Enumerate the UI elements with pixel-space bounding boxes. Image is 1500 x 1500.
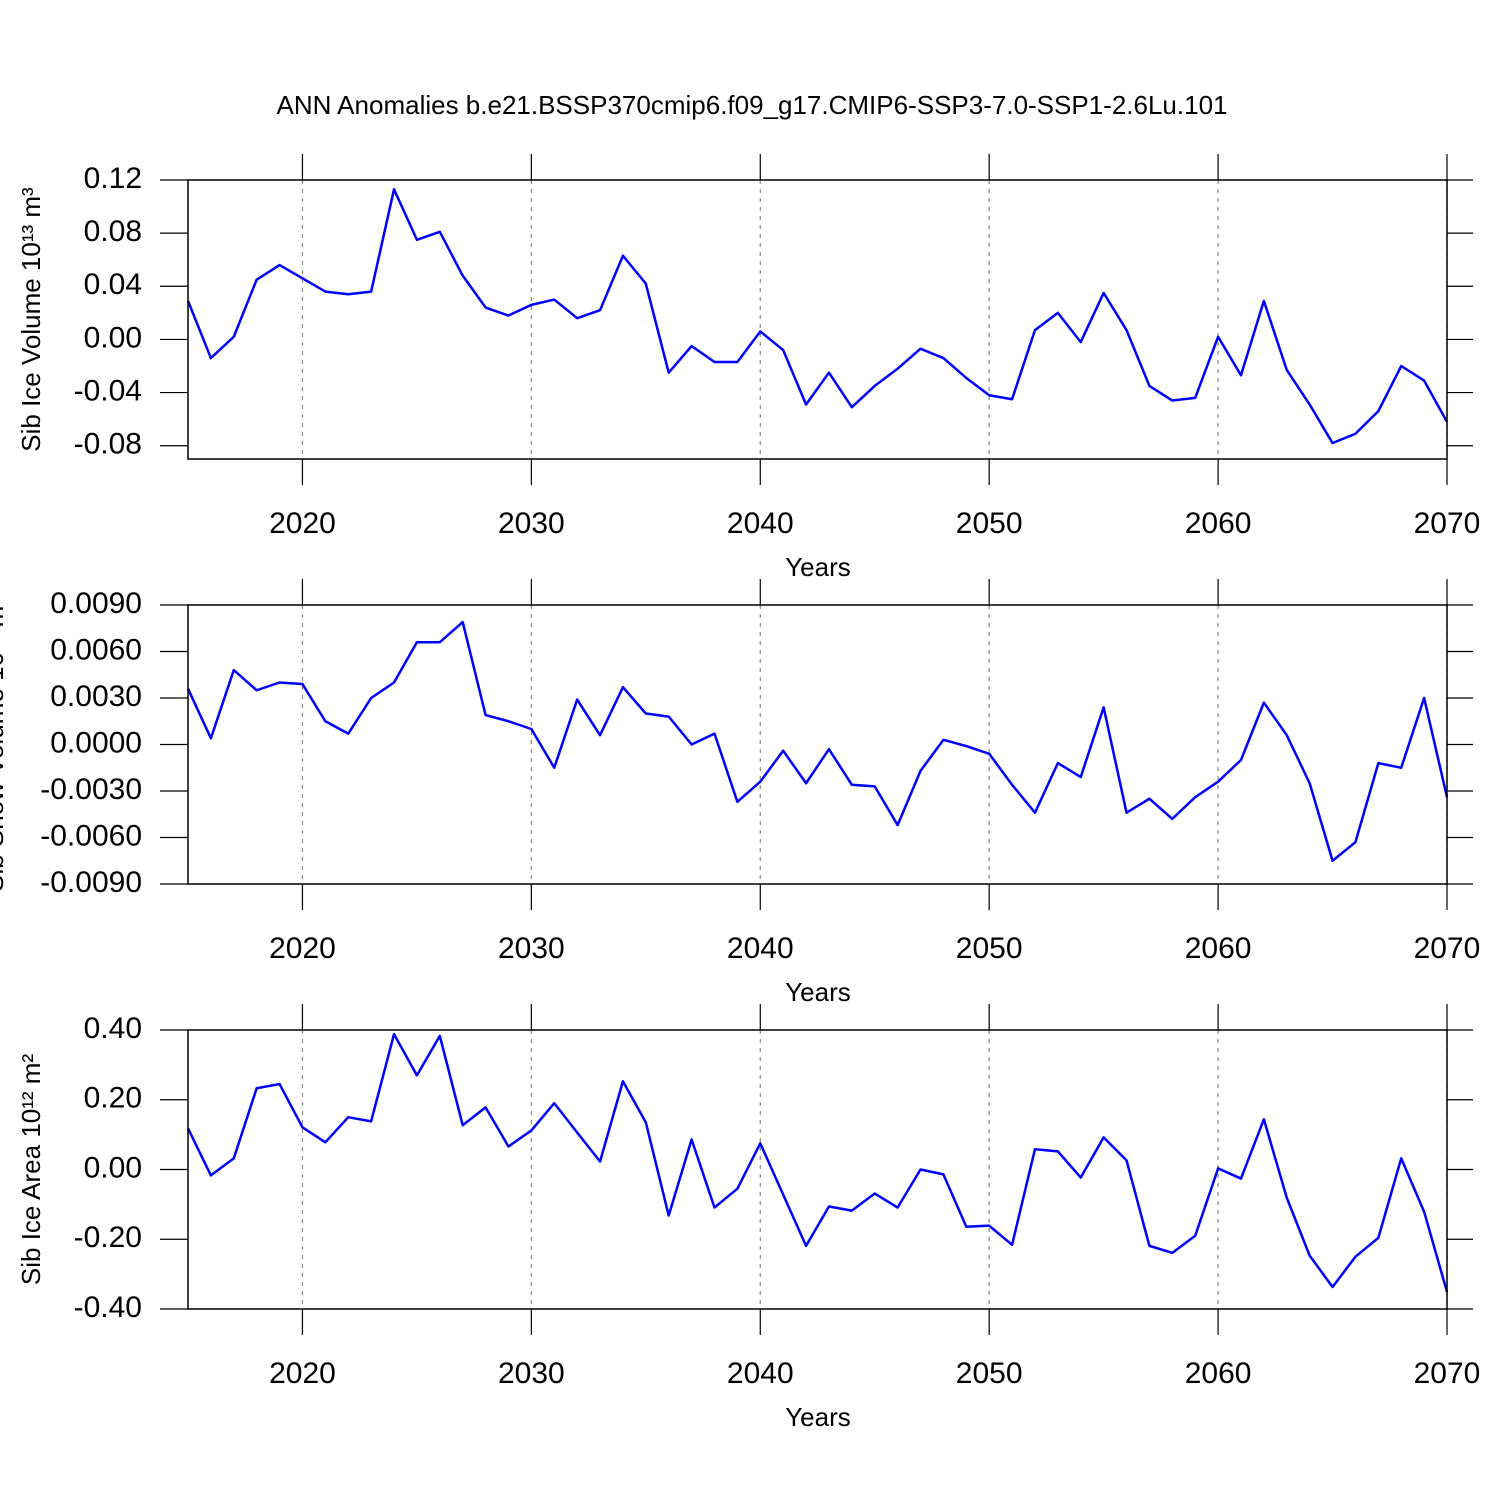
- plot-frame: [187, 604, 1448, 885]
- y-axis-label: Sib Snow Volume 10¹³ m³: [0, 597, 9, 892]
- y-tick-label: 0.00: [84, 321, 142, 354]
- y-tick-label: 0.04: [84, 268, 142, 301]
- x-tick-label: 2050: [956, 1357, 1023, 1390]
- y-tick-label: 0.40: [84, 1012, 142, 1045]
- x-axis-label: Years: [785, 1402, 851, 1432]
- x-tick-label: 2070: [1414, 507, 1481, 540]
- x-tick-label: 2040: [727, 507, 794, 540]
- y-tick-label: -0.40: [74, 1291, 142, 1324]
- y-tick-label: 0.0060: [50, 633, 142, 666]
- x-tick-label: 2040: [727, 1357, 794, 1390]
- plot-frame: [187, 179, 1448, 460]
- y-tick-label: 0.20: [84, 1082, 142, 1115]
- data-line: [186, 188, 1449, 445]
- y-axis-label: Sib Ice Volume 10¹³ m³: [16, 187, 46, 452]
- x-tick-label: 2050: [956, 507, 1023, 540]
- x-tick-label: 2050: [956, 932, 1023, 965]
- y-tick-label: -0.0030: [40, 773, 142, 806]
- plot-frame: [187, 1029, 1448, 1310]
- x-tick-label: 2020: [269, 1357, 336, 1390]
- y-tick-label: 0.08: [84, 215, 142, 248]
- y-tick-label: 0.0090: [50, 587, 142, 620]
- x-tick-label: 2060: [1185, 1357, 1252, 1390]
- y-tick-label: -0.08: [74, 428, 142, 461]
- y-tick-label: 0.00: [84, 1151, 142, 1184]
- y-tick-label: -0.20: [74, 1221, 142, 1254]
- y-tick-label: -0.04: [74, 374, 142, 407]
- data-line: [186, 1032, 1449, 1293]
- y-tick-label: 0.12: [84, 162, 142, 195]
- x-tick-label: 2030: [498, 1357, 565, 1390]
- y-tick-label: 0.0000: [50, 726, 142, 759]
- y-axis-label: Sib Ice Area 10¹² m²: [16, 1054, 46, 1286]
- x-tick-label: 2030: [498, 507, 565, 540]
- chart-title: ANN Anomalies b.e21.BSSP370cmip6.f09_g17…: [277, 90, 1228, 120]
- x-tick-label: 2040: [727, 932, 794, 965]
- x-tick-label: 2020: [269, 507, 336, 540]
- y-tick-label: -0.0060: [40, 819, 142, 852]
- x-tick-label: 2060: [1185, 932, 1252, 965]
- x-tick-label: 2030: [498, 932, 565, 965]
- x-tick-label: 2060: [1185, 507, 1252, 540]
- data-line: [186, 620, 1449, 862]
- x-tick-label: 2020: [269, 932, 336, 965]
- x-axis-label: Years: [785, 977, 851, 1007]
- x-tick-label: 2070: [1414, 932, 1481, 965]
- y-tick-label: -0.0090: [40, 866, 142, 899]
- x-tick-label: 2070: [1414, 1357, 1481, 1390]
- y-tick-label: 0.0030: [50, 680, 142, 713]
- x-axis-label: Years: [785, 552, 851, 582]
